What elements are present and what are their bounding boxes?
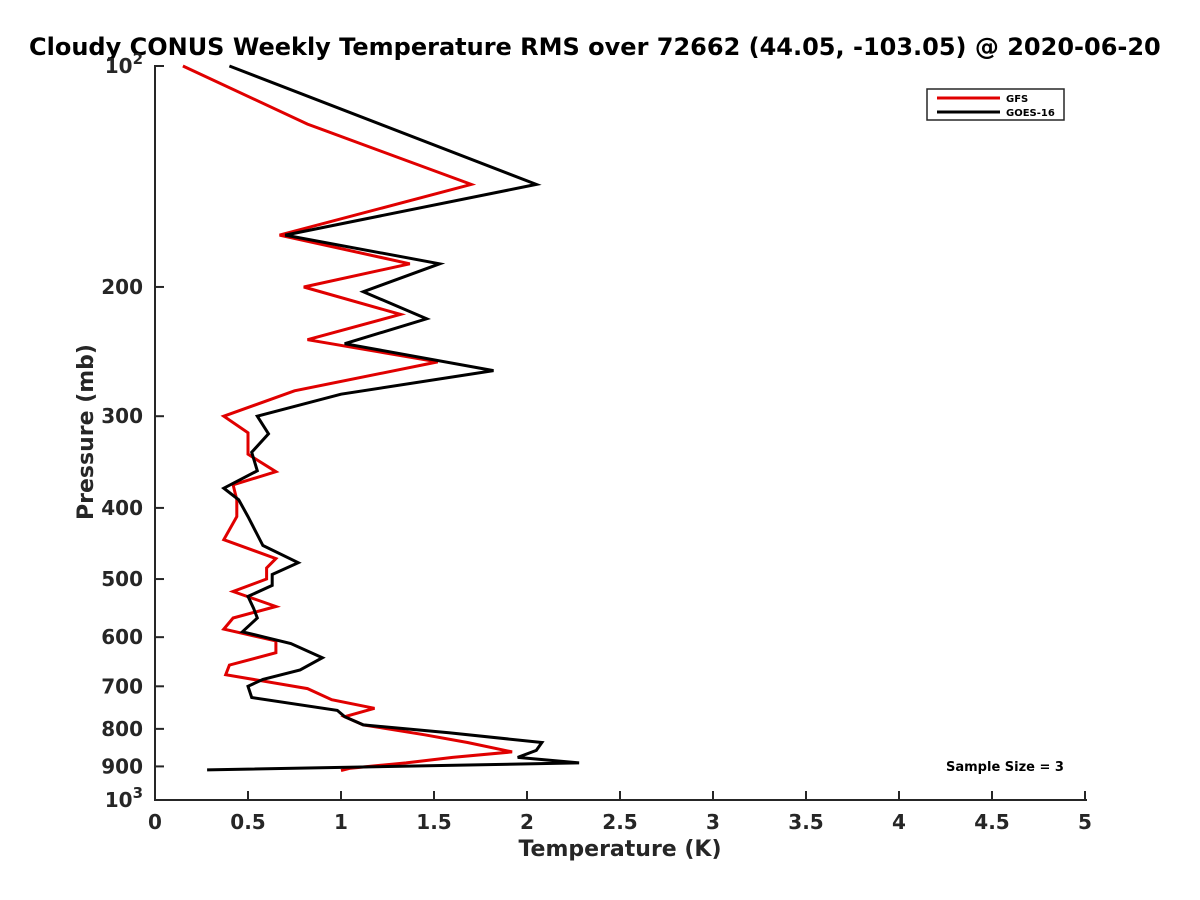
y-tick-label: 400 (101, 496, 143, 520)
y-tick-power-exponent: 3 (133, 784, 143, 802)
y-tick-label: 200 (101, 275, 143, 299)
y-tick-label: 300 (101, 404, 143, 428)
y-tick-label: 900 (101, 754, 143, 778)
x-tick-label: 4 (892, 810, 906, 834)
y-tick-label: 700 (101, 674, 143, 698)
series-line-goes-16 (207, 64, 580, 772)
x-tick-label: 3 (706, 810, 720, 834)
series-layer (182, 64, 580, 773)
x-tick-label: 5 (1078, 810, 1092, 834)
chart-title: Cloudy CONUS Weekly Temperature RMS over… (29, 33, 1161, 61)
x-tick-label: 1.5 (416, 810, 451, 834)
y-tick-power-base: 10 (105, 54, 133, 78)
y-tick-power-exponent: 2 (133, 50, 143, 68)
y-axis-label: Pressure (mb) (74, 344, 99, 520)
y-tick-label: 600 (101, 625, 143, 649)
x-axis-label: Temperature (K) (518, 837, 721, 862)
x-tick-label: 0.5 (230, 810, 265, 834)
x-tick-label: 2 (520, 810, 534, 834)
y-tick-label-power: 103 (105, 784, 143, 812)
x-tick-label: 0 (148, 810, 162, 834)
legend: GFS GOES-16 (926, 88, 1065, 121)
y-tick-power-base: 10 (105, 788, 133, 812)
x-tick-label: 4.5 (974, 810, 1009, 834)
x-ticks: 0 0.5 1 1.5 2 2.5 3 3.5 4 4.5 5 (148, 791, 1092, 834)
x-tick-label: 3.5 (788, 810, 823, 834)
y-tick-label: 500 (101, 567, 143, 591)
sample-size-annotation: Sample Size = 3 (946, 760, 1064, 775)
legend-label: GOES-16 (1006, 108, 1055, 119)
legend-items: GFS GOES-16 (937, 94, 1055, 119)
legend-box (926, 88, 1065, 121)
x-tick-label: 2.5 (602, 810, 637, 834)
legend-label: GFS (1006, 94, 1028, 105)
y-tick-label: 800 (101, 717, 143, 741)
y-tick-label-power: 102 (105, 50, 143, 78)
x-tick-label: 1 (334, 810, 348, 834)
